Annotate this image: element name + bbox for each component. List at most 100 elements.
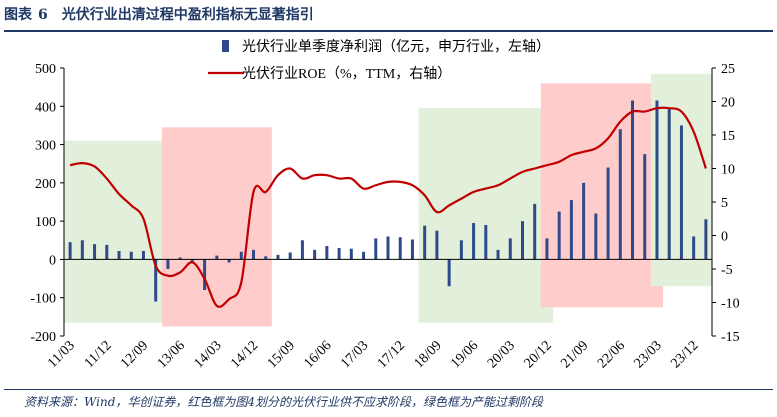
bar <box>166 259 170 269</box>
bar <box>325 246 329 260</box>
left-axis-tick-label: 200 <box>35 177 56 192</box>
bar <box>594 213 598 260</box>
bar <box>435 230 439 260</box>
x-axis-tick-label: 20/03 <box>485 338 518 371</box>
bar <box>239 251 243 260</box>
bar <box>374 238 378 260</box>
bar <box>129 251 133 260</box>
x-axis-tick-label: 23/12 <box>668 338 701 371</box>
x-axis-tick-label: 15/09 <box>265 338 298 371</box>
bar <box>349 248 353 260</box>
x-axis-tick-label: 11/12 <box>82 338 115 371</box>
bar <box>410 239 414 260</box>
x-axis-tick-label: 12/09 <box>118 338 151 371</box>
legend-line-label: 光伏行业ROE（%，TTM，右轴） <box>242 66 451 82</box>
x-axis-tick-label: 21/09 <box>558 338 591 371</box>
bar <box>190 259 194 262</box>
bar <box>606 167 610 260</box>
bar <box>362 251 366 260</box>
right-axis-tick-label: 20 <box>721 96 735 111</box>
bar <box>618 129 622 260</box>
bar <box>447 259 451 287</box>
right-axis-tick-label: 10 <box>721 163 735 178</box>
shaded-region-shortage <box>540 83 664 308</box>
left-axis-tick-label: -100 <box>30 292 56 307</box>
bar <box>508 238 512 260</box>
x-axis-tick-label: 17/12 <box>375 338 408 371</box>
right-axis-tick-label: 25 <box>721 62 735 77</box>
bar <box>337 247 341 260</box>
bar <box>252 249 256 260</box>
bar <box>655 100 659 260</box>
figure-label: 图表 <box>4 7 32 23</box>
line-series <box>69 106 707 308</box>
bar <box>545 238 549 260</box>
bar <box>692 236 696 260</box>
shaded-region-excess <box>64 140 175 323</box>
x-axis-tick-label: 16/06 <box>302 338 335 371</box>
x-axis-tick-label: 19/06 <box>448 338 481 371</box>
bar <box>276 254 280 260</box>
figure-title-text: 光伏行业出清过程中盈利指标无显著指引 <box>61 7 314 23</box>
left-axis-tick-label: 300 <box>35 139 56 154</box>
right-axis-tick-label: -5 <box>721 263 733 278</box>
left-axis-tick-label: -200 <box>30 330 56 345</box>
bar <box>557 211 561 260</box>
shaded-region-excess <box>418 108 554 323</box>
left-axis-tick-label: 400 <box>35 100 56 115</box>
source-rule <box>4 389 773 390</box>
bar <box>459 240 463 260</box>
bar <box>484 224 488 260</box>
bar <box>679 125 683 260</box>
bar <box>215 255 219 260</box>
right-axis-tick-label: 5 <box>721 196 728 211</box>
left-axis-tick-label: 500 <box>35 62 56 77</box>
legend: 光伏行业单季度净利润（亿元，申万行业，左轴） 光伏行业ROE（%，TTM，右轴） <box>208 39 550 82</box>
chart: -200 -100 0 100 200 300 400 500 -15 -10 -5 0 5 10 15 20… <box>30 39 740 371</box>
bar <box>643 154 647 260</box>
bar <box>398 237 402 260</box>
bar <box>141 251 145 260</box>
left-axis-tick-label: 0 <box>49 253 56 268</box>
bar <box>288 252 292 260</box>
figure-number: 6 <box>38 7 48 23</box>
bar <box>313 249 317 260</box>
bar <box>203 259 207 291</box>
legend-bar-swatch <box>222 40 229 52</box>
right-axis-tick-label: -15 <box>721 330 740 345</box>
title-rule <box>4 30 773 32</box>
legend-bar-label: 光伏行业单季度净利润（亿元，申万行业，左轴） <box>242 39 550 55</box>
bar <box>105 244 109 260</box>
bar <box>520 221 524 260</box>
right-axis-tick-label: 15 <box>721 129 735 144</box>
bar <box>423 225 427 260</box>
bar <box>68 242 72 260</box>
bar <box>496 249 500 260</box>
x-axis-tick-label: 17/03 <box>338 338 371 371</box>
x-axis-tick-label: 14/03 <box>192 338 225 371</box>
bar <box>117 251 121 260</box>
bar <box>533 203 537 260</box>
bar <box>569 200 573 260</box>
x-axis-tick-label: 14/12 <box>228 338 261 371</box>
bar <box>93 244 97 260</box>
left-axis-tick-label: 100 <box>35 215 56 230</box>
bar <box>582 182 586 260</box>
bar <box>300 240 304 260</box>
bar <box>154 259 158 302</box>
shaded-region-shortage <box>161 127 272 327</box>
bar <box>178 257 182 260</box>
x-axis-tick-label: 23/03 <box>632 338 665 371</box>
right-axis-tick-label: -10 <box>721 297 740 312</box>
bar <box>386 236 390 260</box>
x-axis-tick-label: 20/12 <box>522 338 555 371</box>
bar <box>472 223 476 260</box>
x-axis-tick-label: 13/06 <box>155 338 188 371</box>
bar <box>80 240 84 260</box>
bar <box>667 108 671 260</box>
roe-line <box>69 106 707 308</box>
bar <box>227 259 231 263</box>
bar <box>704 219 708 260</box>
shaded-regions <box>64 73 712 327</box>
x-axis-tick-label: 22/06 <box>595 338 628 371</box>
